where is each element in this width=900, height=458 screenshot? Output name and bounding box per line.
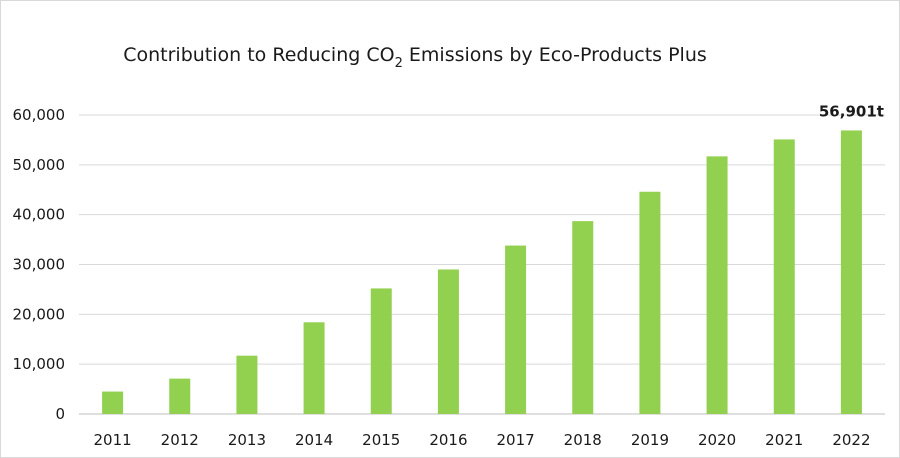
x-tick-label: 2012 — [161, 431, 199, 449]
chart-title-rest: Emissions by Eco-Products Plus — [403, 44, 707, 66]
bar-2011 — [102, 391, 124, 414]
bar-2021 — [773, 139, 795, 414]
bar-2017 — [505, 245, 527, 414]
bar-2018 — [572, 221, 594, 414]
x-tick-label: 2018 — [564, 431, 602, 449]
bar-2022 — [840, 130, 862, 414]
bars — [102, 130, 862, 414]
chart-title: Contribution to Reducing CO2 Emissions b… — [123, 44, 707, 71]
bar-2013 — [236, 355, 258, 414]
bar-2014 — [303, 322, 325, 414]
gridlines — [79, 114, 885, 415]
bar-2012 — [169, 378, 191, 414]
x-axis-ticks: 2011 2012 2013 2014 2015 2016 2017 2018 2019 2020… — [93, 431, 870, 449]
x-tick-label: 2011 — [93, 431, 131, 449]
y-tick-label: 40,000 — [13, 206, 66, 224]
chart-title-subscript: 2 — [395, 56, 403, 71]
bar-2016 — [437, 269, 459, 414]
bar-2015 — [370, 288, 392, 414]
x-tick-label: 2019 — [631, 431, 669, 449]
x-tick-label: 2015 — [362, 431, 400, 449]
data-labels: 56,901t — [819, 102, 884, 120]
x-tick-label: 2013 — [228, 431, 266, 449]
x-tick-label: 2020 — [698, 431, 736, 449]
bar-2019 — [639, 191, 661, 414]
y-tick-label: 0 — [55, 405, 65, 423]
x-tick-label: 2016 — [429, 431, 467, 449]
y-tick-label: 20,000 — [13, 305, 66, 323]
y-tick-label: 10,000 — [13, 355, 66, 373]
x-tick-label: 2017 — [496, 431, 534, 449]
y-tick-label: 60,000 — [13, 106, 66, 124]
x-tick-label: 2021 — [765, 431, 803, 449]
y-tick-label: 50,000 — [13, 156, 66, 174]
chart-title-main: Contribution to Reducing CO — [123, 44, 394, 66]
bar-2020 — [706, 156, 728, 414]
y-axis-ticks: 0 10,000 20,000 30,000 40,000 50,000 60,000 — [13, 106, 66, 423]
y-tick-label: 30,000 — [13, 256, 66, 274]
x-tick-label: 2022 — [832, 431, 870, 449]
x-tick-label: 2014 — [295, 431, 333, 449]
data-label: 56,901t — [819, 102, 884, 120]
